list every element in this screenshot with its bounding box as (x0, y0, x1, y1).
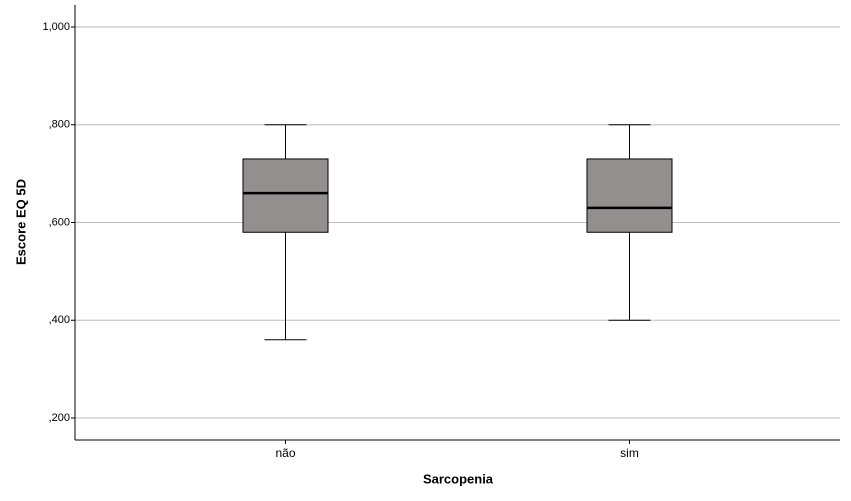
y-tick-label: 1,000 (42, 21, 70, 33)
y-tick-label: ,200 (49, 412, 70, 424)
y-tick-label: ,800 (49, 119, 70, 131)
y-tick-label: ,400 (49, 314, 70, 326)
x-axis-label: Sarcopenia (423, 471, 494, 486)
y-tick-label: ,600 (49, 216, 70, 228)
box (586, 158, 673, 233)
y-axis-label: Escore EQ 5D (13, 179, 28, 265)
x-tick-label: sim (620, 446, 639, 460)
box (242, 158, 329, 233)
x-tick-label: não (275, 446, 295, 460)
